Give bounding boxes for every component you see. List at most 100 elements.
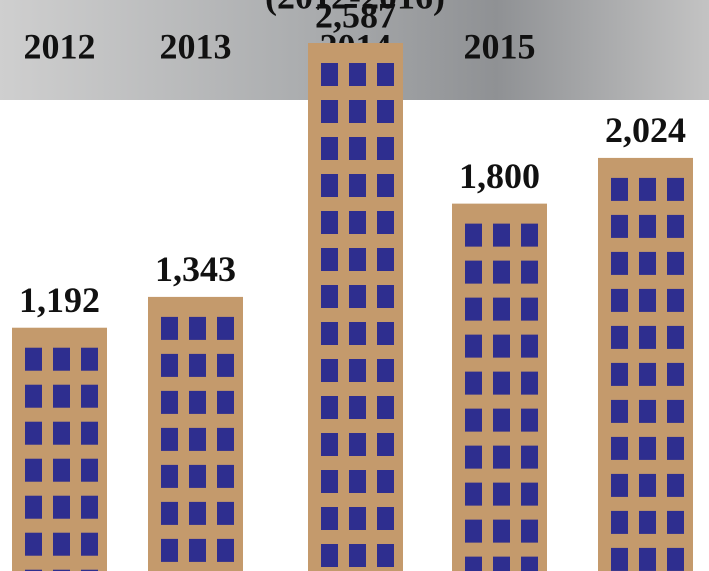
window	[217, 391, 234, 414]
window	[377, 322, 394, 345]
window	[53, 459, 70, 482]
window	[25, 533, 42, 556]
window	[611, 548, 628, 571]
window	[493, 372, 510, 395]
window	[349, 433, 366, 456]
window	[189, 502, 206, 525]
window	[611, 252, 628, 275]
window	[667, 289, 684, 312]
window	[349, 470, 366, 493]
window	[521, 335, 538, 358]
window	[321, 470, 338, 493]
window	[465, 520, 482, 543]
window	[321, 211, 338, 234]
window	[611, 289, 628, 312]
window	[667, 437, 684, 460]
window	[377, 433, 394, 456]
window	[521, 261, 538, 284]
window	[639, 363, 656, 386]
window	[161, 317, 178, 340]
window	[667, 252, 684, 275]
window	[639, 326, 656, 349]
window	[493, 409, 510, 432]
window	[611, 215, 628, 238]
window	[25, 496, 42, 519]
window	[81, 459, 98, 482]
window	[639, 400, 656, 423]
window	[639, 252, 656, 275]
window	[377, 174, 394, 197]
window	[521, 557, 538, 571]
value-label: 1,192	[19, 280, 100, 320]
window	[493, 483, 510, 506]
window	[667, 548, 684, 571]
x-tick-label: 2015	[464, 26, 536, 66]
window	[81, 385, 98, 408]
window	[189, 317, 206, 340]
window	[611, 326, 628, 349]
window	[377, 507, 394, 530]
window	[521, 483, 538, 506]
window	[217, 502, 234, 525]
window	[639, 178, 656, 201]
window	[53, 348, 70, 371]
window	[521, 372, 538, 395]
window	[493, 224, 510, 247]
window	[465, 483, 482, 506]
window	[161, 391, 178, 414]
x-tick-label: 2012	[24, 26, 96, 66]
window	[377, 248, 394, 271]
window	[349, 100, 366, 123]
window	[161, 354, 178, 377]
window	[321, 100, 338, 123]
window	[81, 422, 98, 445]
value-label: 2,024	[605, 110, 686, 150]
window	[493, 335, 510, 358]
window	[25, 422, 42, 445]
window	[321, 63, 338, 86]
window	[667, 178, 684, 201]
chart: (2012-2016) 20121,19220131,34320142,5872…	[0, 0, 709, 571]
window	[611, 474, 628, 497]
window	[611, 511, 628, 534]
window	[521, 520, 538, 543]
window	[161, 539, 178, 562]
window	[349, 322, 366, 345]
window	[639, 548, 656, 571]
window	[667, 215, 684, 238]
window	[493, 298, 510, 321]
window	[377, 63, 394, 86]
window	[521, 224, 538, 247]
window	[521, 409, 538, 432]
window	[465, 335, 482, 358]
window	[639, 511, 656, 534]
window	[349, 211, 366, 234]
window	[377, 359, 394, 382]
window	[25, 459, 42, 482]
window	[639, 215, 656, 238]
window	[81, 496, 98, 519]
window	[321, 322, 338, 345]
window	[493, 446, 510, 469]
window	[465, 224, 482, 247]
window	[321, 248, 338, 271]
window	[161, 502, 178, 525]
x-tick-label: 2013	[160, 26, 232, 66]
window	[217, 539, 234, 562]
window	[377, 544, 394, 567]
window	[53, 496, 70, 519]
window	[377, 100, 394, 123]
window	[321, 507, 338, 530]
window	[349, 63, 366, 86]
window	[611, 437, 628, 460]
window	[521, 298, 538, 321]
window	[611, 363, 628, 386]
window	[321, 359, 338, 382]
window	[161, 428, 178, 451]
value-label: 2,587	[315, 0, 396, 35]
window	[81, 533, 98, 556]
window	[611, 178, 628, 201]
window	[217, 428, 234, 451]
window	[349, 137, 366, 160]
window	[321, 174, 338, 197]
